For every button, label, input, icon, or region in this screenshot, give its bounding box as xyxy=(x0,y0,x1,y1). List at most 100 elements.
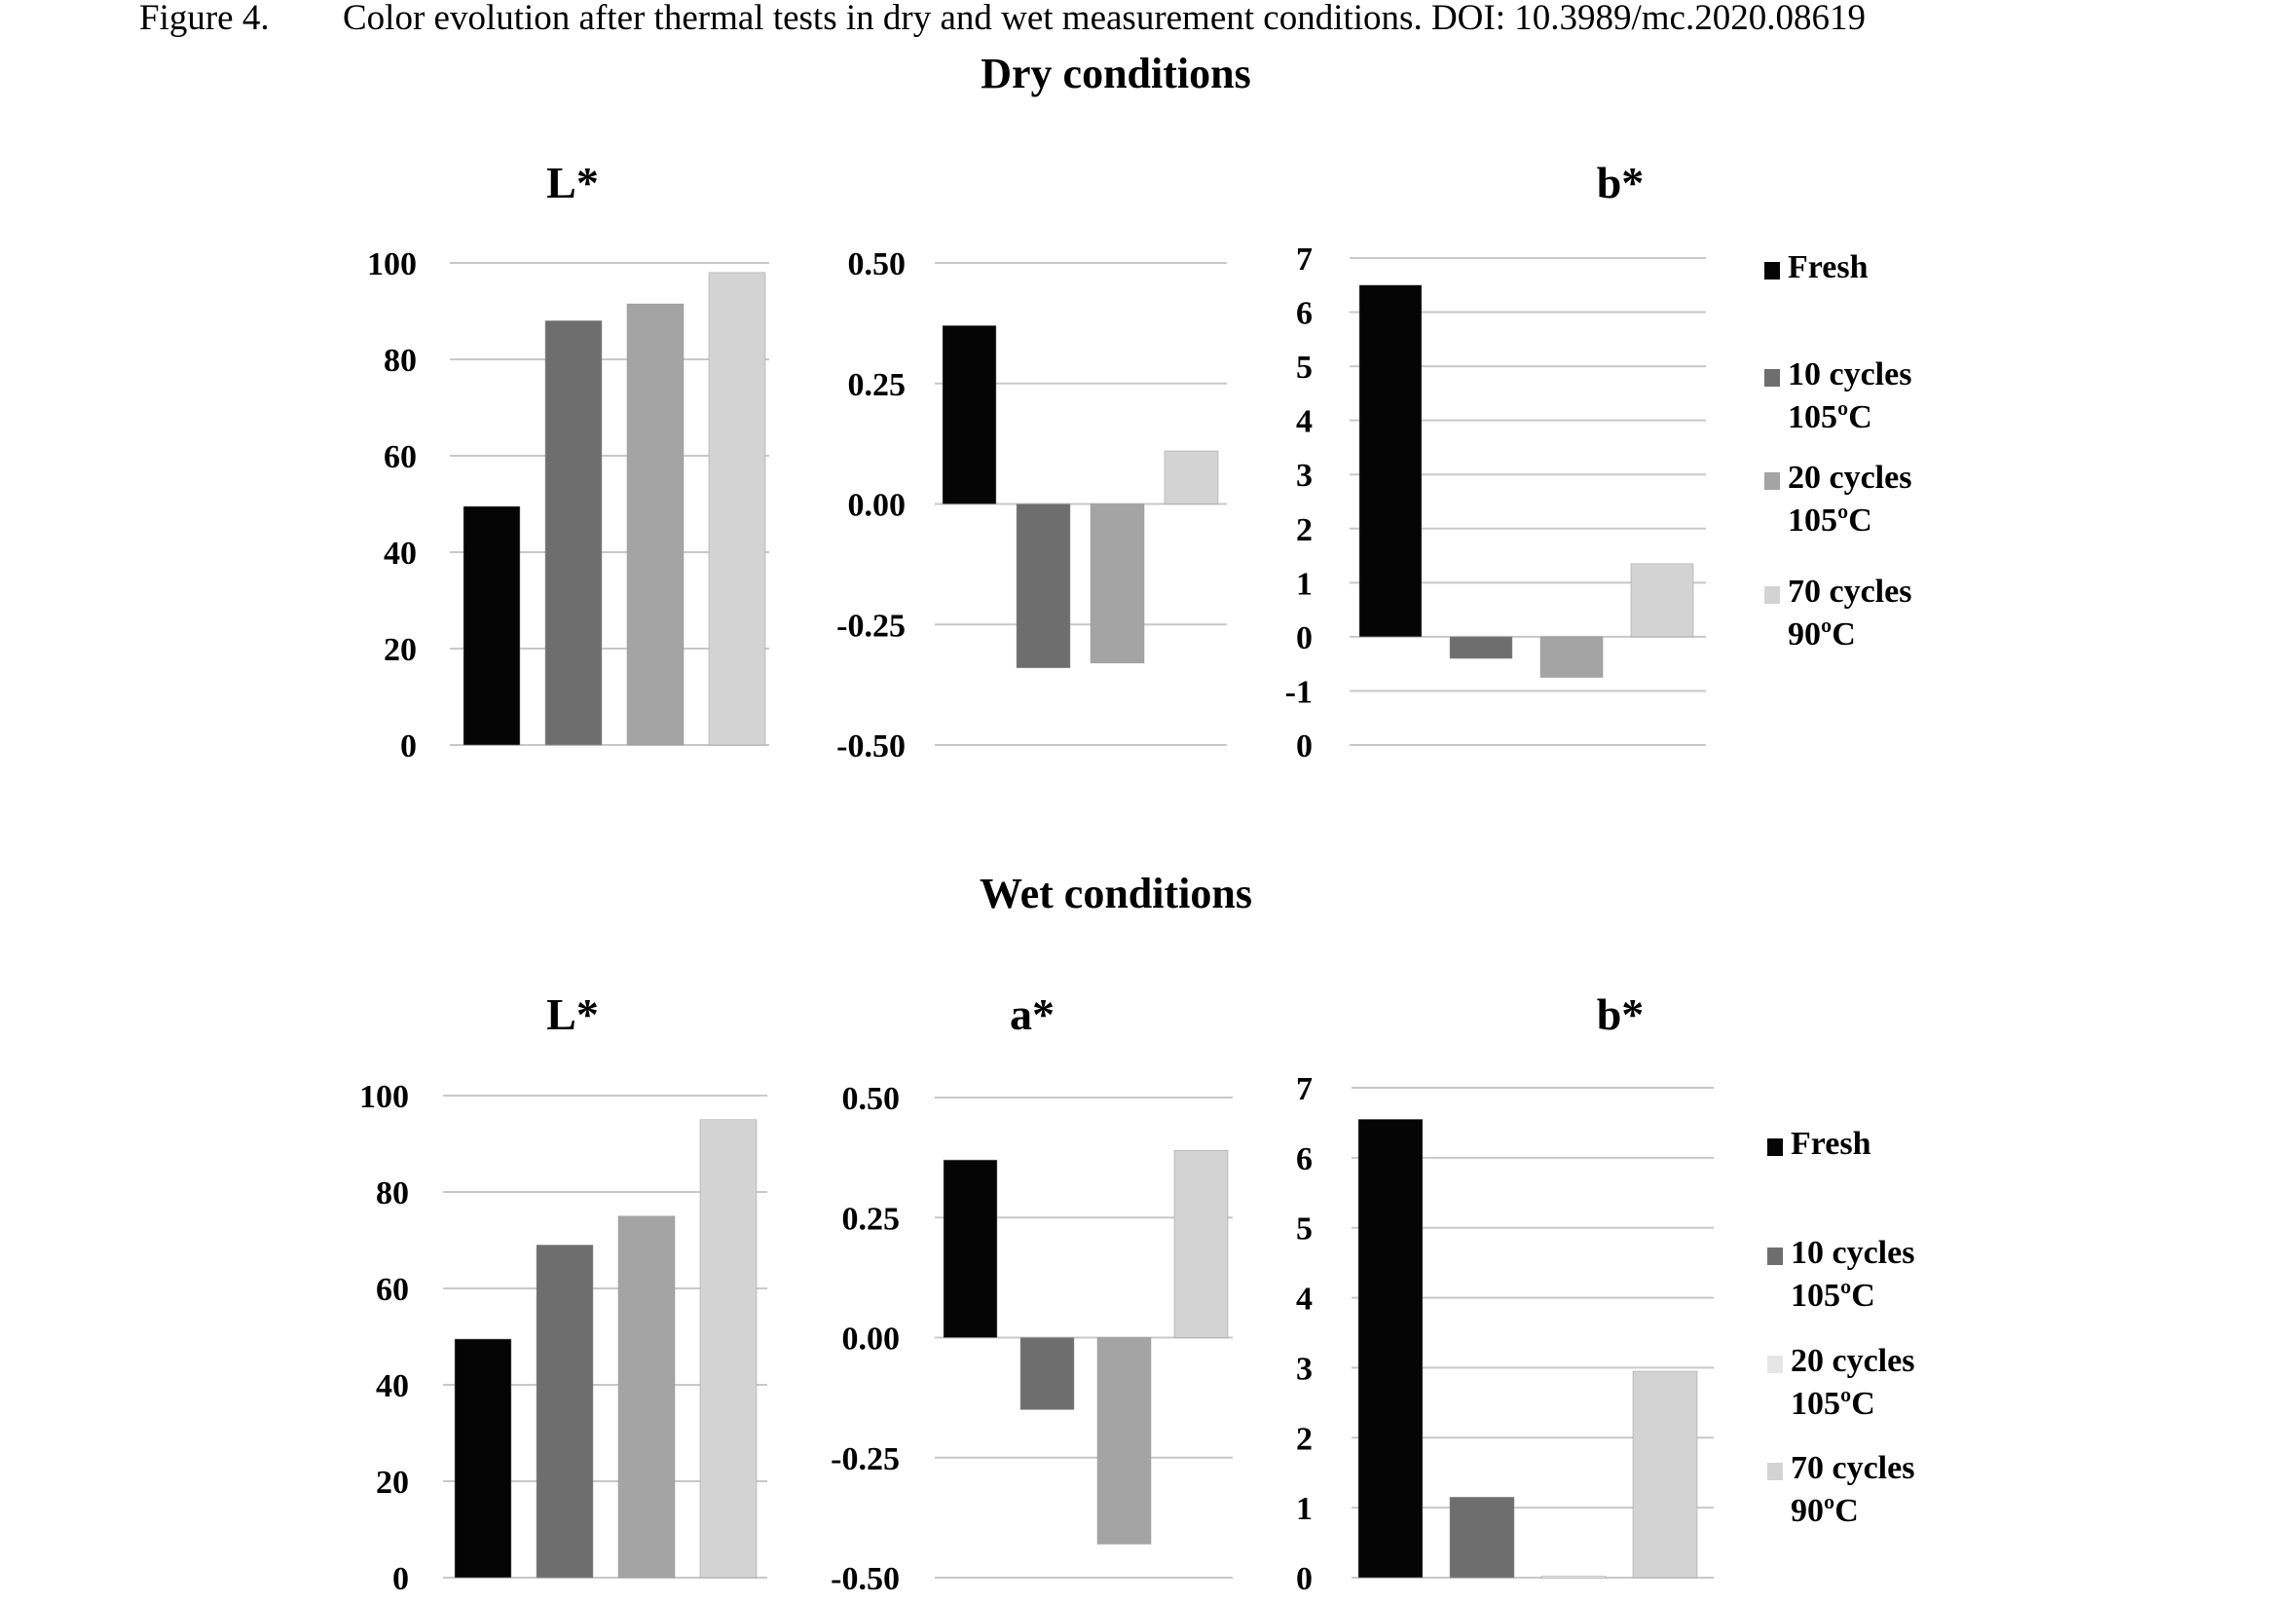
y-tick-label: -1 xyxy=(1285,674,1313,710)
y-tick-label: 2 xyxy=(1296,1421,1313,1457)
y-tick-label: 100 xyxy=(367,246,417,282)
y-tick-label: 20 xyxy=(384,632,417,668)
panel-title-wet-l: L* xyxy=(546,989,599,1039)
bar xyxy=(1540,1576,1607,1579)
figure-caption-label: Figure 4. xyxy=(139,0,270,38)
bar xyxy=(1358,284,1423,638)
legend-swatch xyxy=(1764,586,1780,604)
legend-label-line2: 90ºC xyxy=(1788,616,1856,652)
legend-label-line2: 90ºC xyxy=(1791,1493,1859,1529)
y-tick-label: 3 xyxy=(1296,458,1313,494)
y-tick-label: 0 xyxy=(1296,728,1313,764)
legend-label-line2: 105ºC xyxy=(1788,503,1872,539)
y-tick-label: 0.25 xyxy=(848,367,907,403)
y-tick-label: 6 xyxy=(1296,296,1313,332)
legend-swatch xyxy=(1764,262,1780,279)
legend-swatch xyxy=(1767,1138,1783,1156)
legend-label: 70 cycles xyxy=(1788,574,1911,610)
figure-caption-text: Color evolution after thermal tests in d… xyxy=(343,0,1866,38)
legend-label: Fresh xyxy=(1791,1126,1871,1162)
panel-title-dry-l: L* xyxy=(546,158,599,207)
legend-swatch xyxy=(1767,1463,1783,1480)
bar xyxy=(1019,1337,1075,1410)
legend-label-line2: 105ºC xyxy=(1791,1278,1875,1314)
chart-dry-b: 7 6 5 4 3 2 1 0 -1 0 xyxy=(1285,242,1706,764)
chart-dry-l: 0 20 40 60 80 100 xyxy=(367,246,769,764)
y-tick-label: 60 xyxy=(376,1272,409,1308)
y-tick-label: -0.50 xyxy=(831,1561,900,1597)
y-tick-label: 0 xyxy=(1296,1561,1313,1597)
y-tick-label: 0 xyxy=(400,728,417,764)
legend-label-line2: 105ºC xyxy=(1791,1386,1875,1422)
y-tick-label: 100 xyxy=(359,1079,409,1115)
bar xyxy=(1164,450,1219,504)
y-tick-label: 0.25 xyxy=(842,1201,901,1237)
panel-title-wet-a: a* xyxy=(1010,989,1055,1039)
section-title-wet: Wet conditions xyxy=(980,870,1252,917)
bar xyxy=(1449,636,1513,659)
section-title-dry: Dry conditions xyxy=(981,50,1250,97)
y-tick-label: -0.25 xyxy=(836,608,906,644)
y-tick-label: 60 xyxy=(384,439,417,475)
y-tick-label: 80 xyxy=(384,343,417,379)
y-tick-label: 0.50 xyxy=(848,246,907,282)
bar xyxy=(1449,1497,1515,1579)
y-tick-label: 20 xyxy=(376,1465,409,1501)
bar xyxy=(544,320,603,746)
bar xyxy=(617,1215,676,1579)
legend-label: 20 cycles xyxy=(1788,460,1911,496)
y-tick-label: 7 xyxy=(1296,242,1313,278)
bar xyxy=(708,272,766,746)
panel-title-wet-b: b* xyxy=(1597,989,1645,1039)
legend-label: 20 cycles xyxy=(1791,1343,1914,1379)
legend-swatch xyxy=(1764,472,1780,490)
bar xyxy=(454,1338,512,1579)
panel-title-dry-b: b* xyxy=(1597,158,1645,207)
y-tick-label: 0.00 xyxy=(842,1322,901,1358)
bar xyxy=(1090,503,1145,664)
bar xyxy=(1539,636,1604,678)
legend-wet: Fresh 10 cycles 105ºC 20 cycles 105ºC 70 cycl… xyxy=(1767,1126,1914,1529)
y-tick-label: 1 xyxy=(1296,1491,1313,1527)
bar xyxy=(943,1159,998,1338)
bar xyxy=(1632,1370,1698,1579)
y-tick-label: 4 xyxy=(1296,1282,1313,1318)
legend-label-line2: 105ºC xyxy=(1788,399,1872,435)
bar xyxy=(1630,563,1694,638)
bar xyxy=(1016,503,1071,669)
bar xyxy=(463,505,521,746)
y-tick-label: 5 xyxy=(1296,350,1313,386)
legend-label: 10 cycles xyxy=(1791,1235,1914,1271)
bar xyxy=(699,1119,758,1579)
bar xyxy=(1096,1337,1152,1545)
chart-wet-b: 0 1 2 3 4 5 6 7 xyxy=(1296,1071,1714,1597)
bar xyxy=(1173,1149,1229,1338)
bar xyxy=(1357,1119,1424,1579)
bar xyxy=(626,303,685,746)
y-tick-label: 5 xyxy=(1296,1211,1313,1248)
y-tick-label: 6 xyxy=(1296,1141,1313,1177)
bar xyxy=(536,1245,594,1579)
y-tick-label: 7 xyxy=(1296,1071,1313,1107)
legend-label: Fresh xyxy=(1788,249,1869,285)
legend-swatch xyxy=(1764,369,1780,387)
y-tick-label: 80 xyxy=(376,1175,409,1211)
y-tick-label: 4 xyxy=(1296,404,1313,440)
y-tick-label: -0.25 xyxy=(831,1441,900,1477)
bar xyxy=(942,325,997,504)
legend-label: 10 cycles xyxy=(1788,356,1911,392)
y-tick-label: 3 xyxy=(1296,1351,1313,1387)
legend-dry: Fresh 10 cycles 105ºC 20 cycles 105ºC 70 cycl… xyxy=(1764,249,1911,652)
legend-label: 70 cycles xyxy=(1791,1450,1914,1486)
y-tick-label: 0 xyxy=(1296,620,1313,656)
y-tick-label: 0 xyxy=(392,1561,409,1597)
y-tick-label: 40 xyxy=(376,1368,409,1404)
y-tick-label: 0.50 xyxy=(842,1081,901,1117)
y-tick-label: 2 xyxy=(1296,512,1313,548)
chart-dry-a: -0.50 -0.25 0.00 0.25 0.50 xyxy=(836,246,1227,764)
y-tick-label: -0.50 xyxy=(836,728,906,764)
legend-swatch xyxy=(1767,1248,1783,1265)
y-tick-label: 0.00 xyxy=(848,488,907,524)
y-tick-label: 1 xyxy=(1296,566,1313,602)
